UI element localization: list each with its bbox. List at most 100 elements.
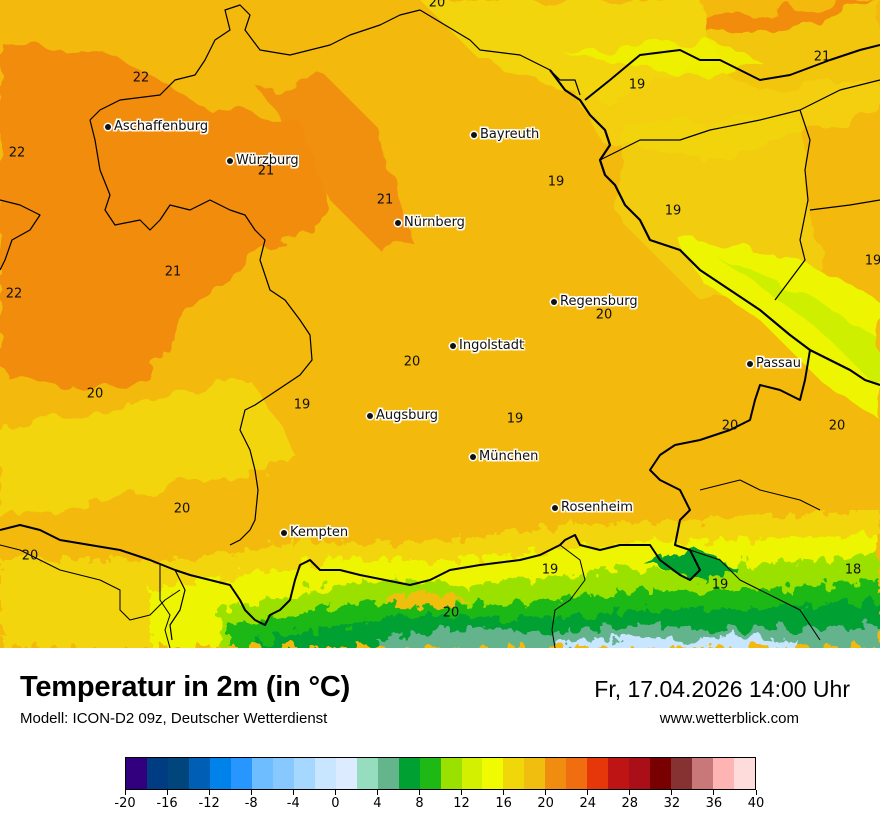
temperature-value: 20 <box>828 418 846 434</box>
city-marker: Nürnberg <box>395 215 465 230</box>
colorbar-segment <box>251 758 273 789</box>
colorbar-segment <box>566 758 588 789</box>
tick-mark <box>334 790 336 795</box>
colorbar-segment <box>734 758 756 789</box>
tick-mark <box>208 790 210 795</box>
temperature-value: 22 <box>132 70 150 86</box>
colorbar-segment <box>314 758 336 789</box>
temperature-value: 20 <box>428 0 446 11</box>
colorbar-segment <box>650 758 672 789</box>
city-name: Rosenheim <box>561 500 633 515</box>
temperature-value: 21 <box>813 49 831 65</box>
temperature-value: 20 <box>173 501 191 517</box>
tick-mark <box>292 790 294 795</box>
colorbar-segment <box>356 758 378 789</box>
colorbar-segment <box>293 758 315 789</box>
colorbar-segment <box>713 758 735 789</box>
city-dot-icon <box>747 360 753 367</box>
colorbar-segment <box>524 758 546 789</box>
city-name: Aschaffenburg <box>114 119 209 134</box>
colorbar-segment <box>503 758 525 789</box>
tick-label: 40 <box>747 796 765 811</box>
colorbar-segment <box>188 758 210 789</box>
tick-label: 4 <box>373 796 382 811</box>
city-name: Würzburg <box>236 153 299 168</box>
tick-mark <box>713 790 715 795</box>
map-title: Temperatur in 2m (in °C) <box>20 671 351 703</box>
temperature-value: 21 <box>164 264 182 280</box>
city-marker: Kempten <box>281 525 348 540</box>
colorbar-segment <box>209 758 231 789</box>
tick-label: 20 <box>537 796 554 811</box>
website-link[interactable]: www.wetterblick.com <box>659 710 799 727</box>
colorbar-segment <box>230 758 252 789</box>
temperature-value: 20 <box>86 386 104 402</box>
tick-mark <box>124 790 126 795</box>
tick-mark <box>545 790 547 795</box>
city-name: München <box>479 449 539 464</box>
tick-label: 32 <box>663 796 681 811</box>
tick-label: 36 <box>705 796 723 811</box>
city-dot-icon <box>105 123 111 130</box>
model-source: Modell: ICON-D2 09z, Deutscher Wetterdie… <box>20 710 328 727</box>
colorbar-segment <box>272 758 294 789</box>
tick-mark <box>629 790 631 795</box>
temperature-value: 22 <box>5 286 23 302</box>
city-name: Regensburg <box>560 294 638 309</box>
colorbar-segment <box>146 758 168 789</box>
tick-label: 24 <box>579 796 596 811</box>
city-marker: Bayreuth <box>471 127 539 142</box>
temperature-colorbar <box>125 757 756 790</box>
tick-label: -16 <box>156 796 178 811</box>
tick-label: 12 <box>453 796 470 811</box>
city-name: Passau <box>756 356 801 371</box>
temperature-value: 19 <box>711 577 729 593</box>
temperature-value: 19 <box>506 411 524 427</box>
colorbar-segment <box>419 758 441 789</box>
city-marker: Würzburg <box>227 153 299 168</box>
city-marker: Regensburg <box>551 294 638 309</box>
tick-mark <box>461 790 463 795</box>
temperature-value: 20 <box>442 605 460 621</box>
tick-label: -8 <box>244 796 258 811</box>
temperature-map: Aschaffenburg Würzburg Bayreuth Nürnberg Reg… <box>0 0 880 648</box>
tick-mark <box>418 790 420 795</box>
city-marker: Ingolstadt <box>450 338 524 353</box>
tick-mark <box>250 790 252 795</box>
colorbar-segment <box>629 758 651 789</box>
city-name: Bayreuth <box>480 127 540 142</box>
colorbar-segment <box>398 758 420 789</box>
forecast-datetime: Fr, 17.04.2026 14:00 Uhr <box>594 676 850 702</box>
tick-mark <box>503 790 505 795</box>
colorbar-segment <box>608 758 630 789</box>
temperature-value: 22 <box>8 145 26 161</box>
temperature-value: 18 <box>844 562 862 578</box>
colorbar-ticks: -20 -16 -12 -8 -4 0 4 8 12 16 20 24 28 32 36 40 <box>114 790 764 820</box>
city-marker: Aschaffenburg <box>105 119 208 134</box>
city-name: Nürnberg <box>404 215 465 230</box>
temperature-value: 20 <box>21 548 39 564</box>
colorbar-segment <box>377 758 399 789</box>
city-marker: Rosenheim <box>552 500 633 515</box>
colorbar-segment <box>167 758 189 789</box>
city-name: Augsburg <box>376 408 439 423</box>
colorbar-segment <box>671 758 693 789</box>
temperature-value: 21 <box>257 163 275 179</box>
tick-label: 8 <box>415 796 424 811</box>
tick-label: 16 <box>495 796 512 811</box>
temperature-value: 20 <box>595 307 613 323</box>
colorbar-segment <box>587 758 609 789</box>
city-marker: Passau <box>747 356 801 371</box>
city-dot-icon <box>471 131 477 138</box>
city-marker: München <box>470 449 538 464</box>
temperature-value: 19 <box>628 77 646 93</box>
temperature-value: 19 <box>864 253 880 269</box>
city-dot-icon <box>551 298 557 305</box>
tick-label: -12 <box>198 796 220 811</box>
tick-mark <box>755 790 757 795</box>
city-dot-icon <box>450 342 456 349</box>
temperature-value: 20 <box>403 354 421 370</box>
tick-label: -20 <box>114 796 136 811</box>
colorbar-segment <box>335 758 357 789</box>
tick-mark <box>376 790 378 795</box>
